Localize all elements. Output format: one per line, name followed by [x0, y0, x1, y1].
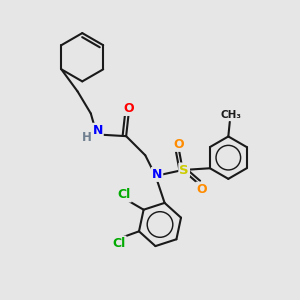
Text: H: H [82, 131, 91, 144]
Text: N: N [92, 124, 103, 137]
Text: O: O [173, 138, 184, 151]
Text: CH₃: CH₃ [220, 110, 241, 120]
Text: O: O [196, 183, 207, 196]
Text: O: O [123, 102, 134, 115]
Text: Cl: Cl [118, 188, 131, 202]
Text: S: S [179, 164, 189, 176]
Text: Cl: Cl [112, 237, 126, 250]
Text: N: N [152, 168, 162, 181]
